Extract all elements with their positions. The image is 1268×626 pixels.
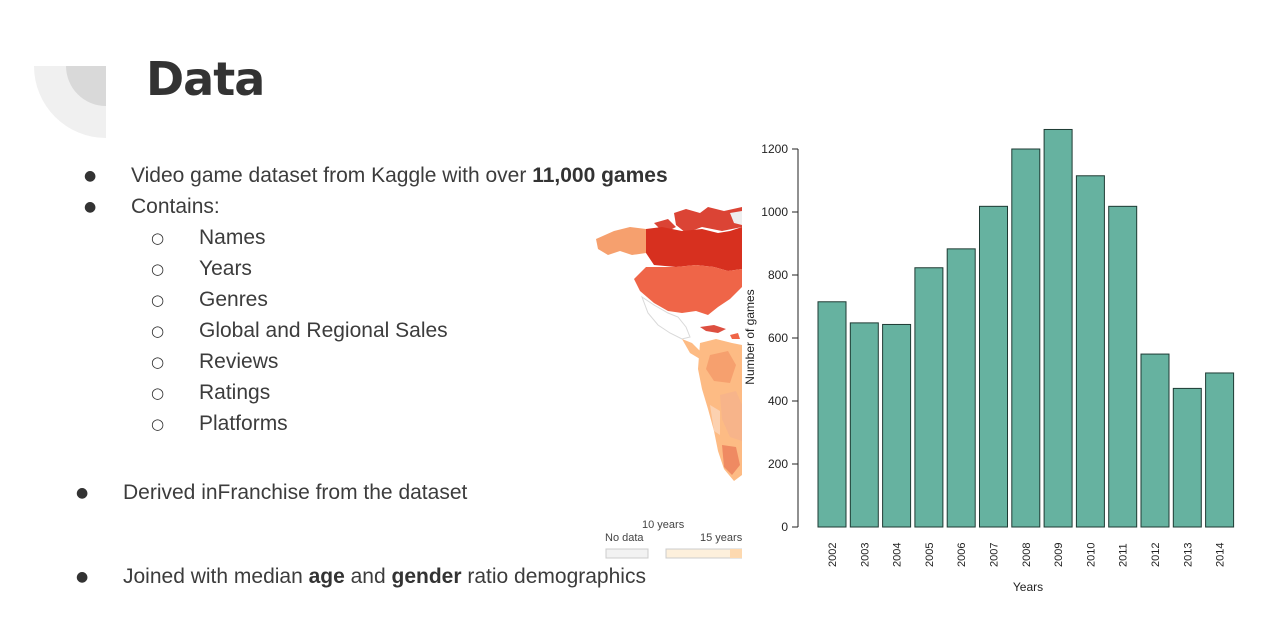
y-tick-label: 600 <box>768 331 788 345</box>
bar-2013 <box>1172 387 1202 528</box>
sub-bullet-marker: ○ <box>151 322 165 340</box>
bullet-marker: ● <box>84 199 97 215</box>
x-tick-label: 2007 <box>989 543 1001 567</box>
x-tick-label: 2009 <box>1053 543 1065 567</box>
sub-item-names: Names <box>199 226 266 249</box>
bullet-joined: Joined with median age and gender ratio … <box>123 565 646 588</box>
map-legend-no-data: No data <box>605 532 644 544</box>
x-tick-label: 2013 <box>1182 543 1194 567</box>
bar-2004 <box>882 323 912 528</box>
x-tick-label: 2005 <box>924 543 936 567</box>
sub-item-reviews: Reviews <box>199 350 279 373</box>
sub-bullet-marker: ○ <box>151 260 165 278</box>
y-tick-label: 1000 <box>761 205 788 219</box>
sub-bullet-marker: ○ <box>151 353 165 371</box>
bullet-list: ● Video game dataset from Kaggle with ov… <box>76 164 668 588</box>
x-tick-label: 2012 <box>1150 543 1162 567</box>
bar-2009 <box>1043 128 1073 528</box>
slide-title: Data <box>146 52 265 106</box>
bars <box>817 128 1235 528</box>
x-tick-label: 2003 <box>859 543 871 567</box>
bullet-derived: Derived inFranchise from the dataset <box>123 481 468 504</box>
y-tick-label: 1200 <box>761 142 788 156</box>
x-tick-label: 2008 <box>1021 543 1033 567</box>
sub-bullet-marker: ○ <box>151 384 165 402</box>
choropleth-map-fragment <box>596 207 742 559</box>
y-tick-label: 200 <box>768 457 788 471</box>
x-tick-label: 2002 <box>827 543 839 567</box>
bullet-marker: ● <box>76 569 89 585</box>
bar-2012 <box>1140 353 1170 528</box>
sub-bullet-marker: ○ <box>151 229 165 247</box>
bar-2008 <box>1011 148 1041 528</box>
bar-2007 <box>979 205 1008 528</box>
sub-bullet-marker: ○ <box>151 291 165 309</box>
sub-item-years: Years <box>199 257 252 280</box>
y-tick-label: 400 <box>768 394 788 408</box>
sub-item-sales: Global and Regional Sales <box>199 319 448 342</box>
x-tick-label: 2011 <box>1118 543 1130 567</box>
bullet-marker: ● <box>84 168 97 184</box>
y-tick-label: 0 <box>781 520 788 534</box>
sub-item-platforms: Platforms <box>199 412 288 435</box>
y-axis-label: Number of games <box>743 289 757 384</box>
bullet-dataset: Video game dataset from Kaggle with over… <box>131 164 668 187</box>
x-tick-label: 2006 <box>956 543 968 567</box>
sub-item-genres: Genres <box>199 288 268 311</box>
bar-2011 <box>1108 205 1138 528</box>
y-tick-label: 800 <box>768 268 788 282</box>
map-legend-title: 10 years <box>642 519 685 531</box>
x-tick-label: 2014 <box>1215 543 1227 567</box>
bar-2002 <box>817 301 847 528</box>
y-axis: 0 200 400 600 800 1000 1200 <box>761 142 799 534</box>
map-legend-bin-label: 15 years <box>700 532 742 544</box>
x-tick-label: 2004 <box>892 543 904 567</box>
bullet-contains: Contains: <box>131 195 220 218</box>
bar-2003 <box>849 322 879 528</box>
x-axis-label: Years <box>1013 580 1043 594</box>
bar-2010 <box>1075 175 1105 528</box>
bar-2006 <box>946 248 976 528</box>
bar-2005 <box>914 267 944 528</box>
bar-2014 <box>1205 372 1235 528</box>
x-axis-labels: 2002 2003 2004 2005 2006 2007 2008 2009 2010 2011… <box>827 543 1227 567</box>
sub-bullet-marker: ○ <box>151 415 165 433</box>
corner-decoration <box>34 66 106 138</box>
x-tick-label: 2010 <box>1085 543 1097 567</box>
bullet-marker: ● <box>76 485 89 501</box>
sub-item-ratings: Ratings <box>199 381 271 404</box>
